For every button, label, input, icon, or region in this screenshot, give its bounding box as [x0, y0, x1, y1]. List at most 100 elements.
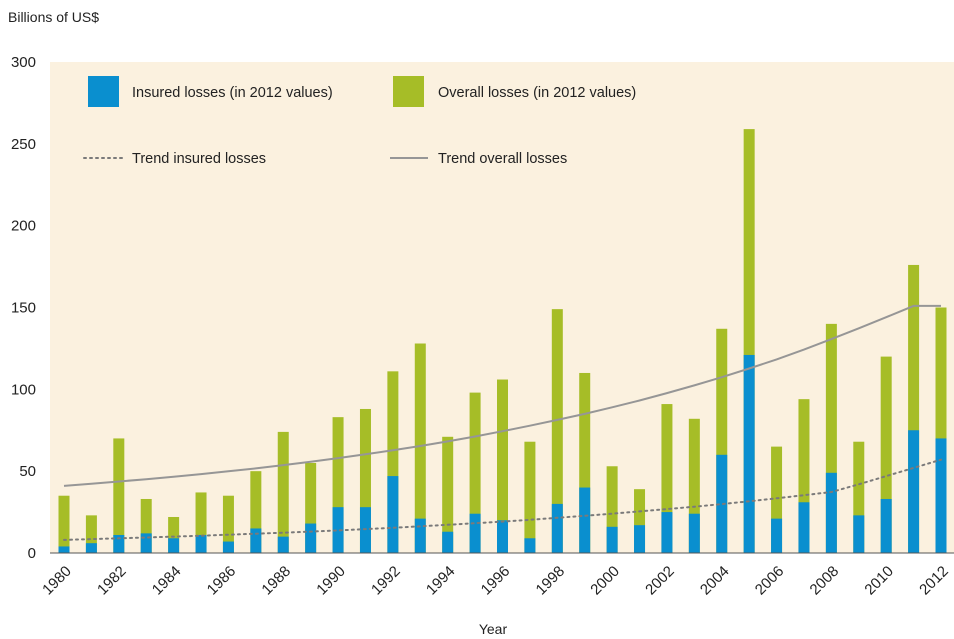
bar-overall: [661, 404, 673, 553]
bar-overall: [908, 264, 920, 553]
x-tick-label: 1994: [423, 563, 459, 599]
bar-insured: [606, 526, 618, 553]
x-tick-label: 1986: [204, 563, 240, 599]
bar-overall: [771, 446, 783, 553]
legend-label-trend-insured: Trend insured losses: [132, 151, 266, 167]
bar-insured: [771, 518, 783, 553]
bar-overall: [305, 462, 317, 553]
x-tick-labels: 1980 1982 1984 1986 1988 1990 1992 1994 1996 1998…: [39, 563, 952, 599]
bar-insured: [305, 523, 317, 553]
bar-overall: [606, 466, 618, 553]
trend-line-insured: [63, 458, 942, 541]
bar-insured: [935, 438, 947, 553]
bar-overall: [716, 328, 728, 553]
bar-overall: [880, 356, 892, 553]
x-tick-label: 2012: [916, 563, 952, 599]
bar-insured: [688, 513, 700, 553]
bar-overall: [85, 515, 97, 553]
y-tick-label: 150: [11, 300, 36, 317]
bar-insured: [140, 533, 152, 553]
y-tick-label: 250: [11, 136, 36, 153]
bar-insured: [661, 512, 673, 553]
bar-insured: [250, 528, 262, 553]
legend-label-overall: Overall losses (in 2012 values): [438, 85, 636, 101]
bars: [58, 129, 947, 553]
bar-overall: [332, 417, 344, 553]
bar-insured: [908, 430, 920, 553]
y-tick-label: 200: [11, 218, 36, 235]
bar-insured: [277, 536, 289, 553]
bar-insured: [551, 503, 563, 553]
bar-overall: [551, 309, 563, 553]
bar-insured: [716, 454, 728, 553]
x-tick-label: 1980: [39, 563, 75, 599]
y-axis-title: Billions of US$: [8, 9, 99, 25]
x-tick-label: 2006: [752, 563, 788, 599]
bar-overall: [634, 489, 646, 553]
x-tick-label: 1982: [94, 563, 130, 599]
bar-overall: [524, 441, 536, 553]
x-tick-label: 1996: [478, 563, 514, 599]
bar-overall: [414, 343, 426, 553]
x-tick-label: 2010: [861, 563, 897, 599]
bar-insured: [222, 541, 234, 553]
bar-overall: [168, 516, 180, 553]
x-axis-title: Year: [479, 621, 508, 637]
bar-insured: [414, 518, 426, 553]
x-tick-label: 1998: [533, 563, 569, 599]
x-tick-label: 2000: [587, 563, 623, 599]
bar-overall: [222, 495, 234, 553]
bar-insured: [332, 507, 344, 553]
bar-insured: [113, 534, 125, 553]
y-tick-labels: 0 50 100 150 200 250 300: [11, 54, 36, 562]
bar-insured: [387, 476, 399, 553]
bar-insured: [743, 354, 755, 553]
bar-overall: [387, 371, 399, 553]
bar-insured: [469, 513, 481, 553]
bar-overall: [935, 307, 947, 553]
bar-overall: [798, 399, 810, 553]
bar-overall: [113, 438, 125, 553]
bar-overall: [58, 495, 70, 553]
bar-overall: [359, 408, 371, 553]
x-tick-label: 1988: [258, 563, 294, 599]
bar-insured: [825, 472, 837, 553]
bar-insured: [58, 546, 70, 553]
bar-insured: [195, 534, 207, 553]
legend: Insured losses (in 2012 values) Overall …: [83, 76, 636, 167]
bar-insured: [798, 502, 810, 553]
x-tick-label: 2004: [697, 563, 733, 599]
trend-lines: [63, 304, 942, 541]
bar-insured: [442, 531, 454, 553]
trend-line-overall: [63, 304, 941, 487]
bar-insured: [579, 487, 591, 553]
bar-overall: [442, 436, 454, 553]
bar-overall: [688, 418, 700, 553]
bar-insured: [853, 515, 865, 553]
x-tick-label: 1984: [149, 563, 185, 599]
bar-insured: [634, 525, 646, 553]
legend-label-insured: Insured losses (in 2012 values): [132, 85, 333, 101]
legend-swatch-insured: [88, 76, 119, 107]
bar-insured: [524, 538, 536, 553]
legend-swatch-overall: [393, 76, 424, 107]
bar-overall: [853, 441, 865, 553]
bar-overall: [250, 471, 262, 553]
y-tick-label: 50: [19, 463, 36, 480]
bar-overall: [743, 129, 755, 553]
bar-insured: [168, 538, 180, 553]
x-tick-label: 2008: [807, 563, 843, 599]
legend-label-trend-overall: Trend overall losses: [438, 151, 567, 167]
bar-overall: [469, 392, 481, 553]
y-tick-label: 300: [11, 54, 36, 71]
x-tick-label: 2002: [642, 563, 678, 599]
bar-overall: [579, 372, 591, 553]
bar-insured: [497, 520, 508, 553]
bar-overall: [140, 498, 152, 553]
bar-insured: [85, 543, 97, 553]
bar-overall: [825, 323, 837, 553]
bar-overall: [497, 379, 508, 553]
x-tick-label: 1992: [368, 563, 404, 599]
bar-overall: [277, 431, 289, 553]
